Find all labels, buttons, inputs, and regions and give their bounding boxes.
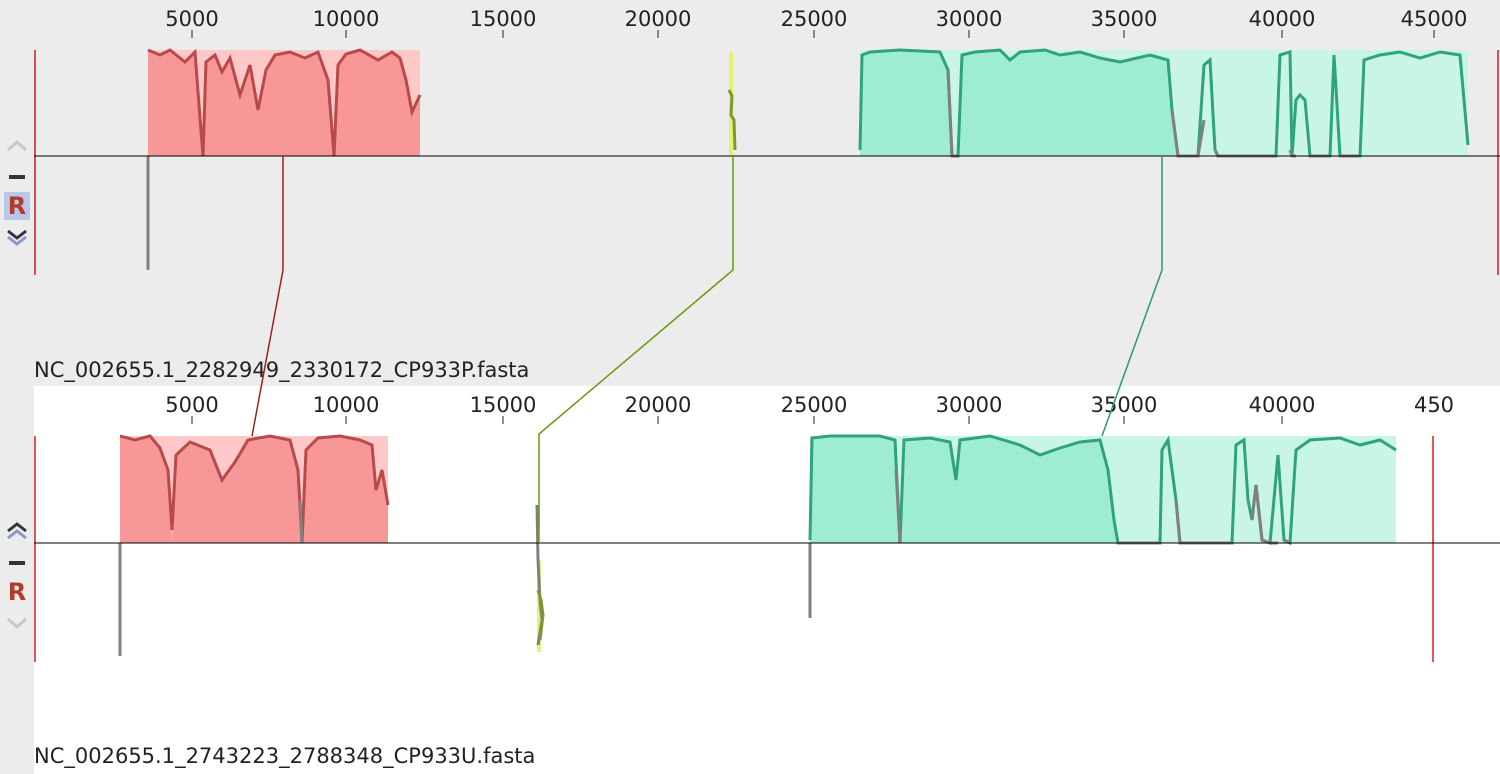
tick-label: 30000 — [936, 7, 1003, 31]
tick-label: 25000 — [781, 393, 848, 417]
ruler-2: 5000 10000 15000 20000 25000 30000 35000… — [165, 393, 1454, 424]
tick-label: 10000 — [313, 7, 380, 31]
lcb-block-green-1[interactable] — [727, 52, 737, 156]
lcb-connector-teal — [1101, 156, 1163, 437]
move-down-button[interactable] — [4, 612, 30, 634]
tick-label: 5000 — [165, 393, 218, 417]
collapse-button[interactable] — [4, 552, 30, 574]
lcb-block-teal-2[interactable] — [298, 434, 1397, 618]
lcb-block-red-1[interactable] — [146, 48, 422, 270]
lcb-block-green-2[interactable] — [535, 504, 545, 652]
up-chevron-icon — [7, 139, 27, 152]
panel-controls-2 — [0, 386, 34, 774]
down-chevron-icon — [7, 617, 27, 630]
sequence-name-2: NC_002655.1_2743223_2788348_CP933U.fasta — [34, 744, 536, 768]
tick-label: 25000 — [781, 7, 848, 31]
tick-label: 20000 — [625, 393, 692, 417]
lcb-connector-red — [251, 156, 284, 437]
move-down-button[interactable] — [4, 226, 30, 248]
tick-label: 35000 — [1091, 7, 1158, 31]
tick-label: 35000 — [1091, 393, 1158, 417]
tick-label: 45000 — [1401, 7, 1468, 31]
tick-label: 10000 — [313, 393, 380, 417]
lcb-block-teal-1[interactable] — [858, 48, 1470, 158]
ruler-1: 5000 10000 15000 20000 25000 30000 35000… — [165, 7, 1467, 38]
tick-label: 40000 — [1249, 393, 1316, 417]
tick-label: 40000 — [1249, 7, 1316, 31]
up-chevron-icon — [7, 522, 27, 540]
collapse-button[interactable] — [4, 166, 30, 188]
tick-label: 20000 — [625, 7, 692, 31]
tick-label: 5000 — [165, 7, 218, 31]
lcb-block-red-2[interactable] — [118, 434, 390, 656]
minus-icon — [9, 175, 25, 179]
tick-label: 450 — [1414, 393, 1454, 417]
tick-label: 15000 — [470, 7, 537, 31]
minus-icon — [9, 561, 25, 565]
lcb-connector-green — [538, 156, 734, 543]
reverse-label: R — [7, 578, 27, 606]
reverse-button[interactable]: R — [4, 578, 30, 606]
reverse-button[interactable]: R — [4, 192, 30, 220]
down-chevron-icon — [7, 229, 27, 246]
sequence-name-1: NC_002655.1_2282949_2330172_CP933P.fasta — [34, 358, 530, 382]
tick-label: 15000 — [470, 393, 537, 417]
tick-label: 30000 — [936, 393, 1003, 417]
move-up-button[interactable] — [4, 134, 30, 156]
reverse-label: R — [7, 192, 27, 220]
move-up-button[interactable] — [4, 520, 30, 542]
